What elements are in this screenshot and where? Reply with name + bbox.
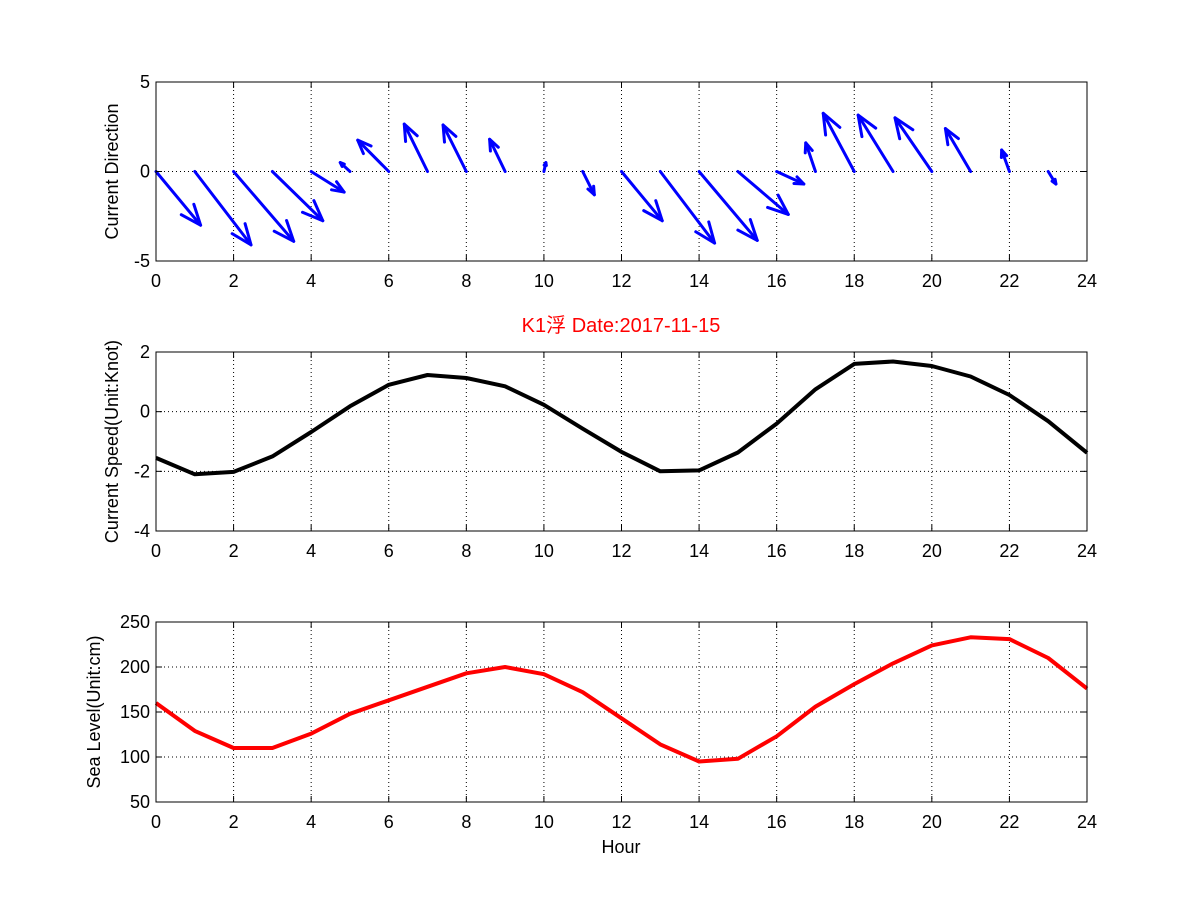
sea-xtick-label: 22 [999,812,1019,832]
direction-arrow [356,138,391,173]
direction-xtick-label: 14 [689,271,709,291]
speed-xtick-label: 16 [767,541,787,561]
speed-xtick-label: 12 [611,541,631,561]
direction-arrow [893,116,934,173]
sea-xtick-label: 20 [922,812,942,832]
x-axis-label: Hour [601,837,640,857]
direction-arrow [581,170,596,197]
sea-ytick-label: 150 [120,702,150,722]
sea-xtick-label: 14 [689,812,709,832]
sea-ytick-label: 250 [120,612,150,632]
direction-arrow [488,137,507,173]
direction-arrow [193,170,253,247]
direction-arrow [402,122,430,173]
sea-line-group [154,635,1089,764]
sea-ylabel: Sea Level(Unit:cm) [84,635,104,788]
direction-xtick-label: 6 [384,271,394,291]
direction-arrow [270,170,325,223]
direction-xtick-label: 24 [1077,271,1097,291]
direction-arrow [309,170,346,194]
sea-xtick-label: 12 [611,812,631,832]
direction-arrows [154,111,1058,247]
direction-arrow [803,141,817,173]
direction-arrow [232,170,296,243]
direction-arrow [154,170,203,227]
speed-ticks: 0 2 4 6 8 10 12 14 16 18 20 22 24-4-202 [134,342,1097,561]
direction-arrow [658,170,717,245]
sea-ytick-label: 50 [130,792,150,812]
direction-arrow [542,161,548,173]
speed-xtick-label: 14 [689,541,709,561]
speed-xtick-label: 8 [461,541,471,561]
sea-xtick-label: 10 [534,812,554,832]
sea-xtick-label: 2 [229,812,239,832]
direction-xtick-label: 4 [306,271,316,291]
sea-ytick-label: 100 [120,747,150,767]
direction-xtick-label: 16 [767,271,787,291]
direction-ticks: 0 2 4 6 8 10 12 14 16 18 20 22 24-505 [134,72,1097,291]
direction-arrow [620,170,664,223]
speed-xtick-label: 22 [999,541,1019,561]
direction-arrow [338,161,352,173]
speed-xtick-label: 4 [306,541,316,561]
direction-arrow [999,148,1011,173]
direction-arrow [697,170,759,242]
direction-xtick-label: 18 [844,271,864,291]
speed-xtick-label: 10 [534,541,554,561]
direction-arrow [1046,170,1058,186]
direction-arrow [775,170,806,186]
direction-xtick-label: 2 [229,271,239,291]
speed-xtick-label: 6 [384,541,394,561]
sea-xtick-label: 4 [306,812,316,832]
speed-xtick-label: 2 [229,541,239,561]
sea-xtick-label: 6 [384,812,394,832]
direction-ytick-label: -5 [134,251,150,271]
speed-line-group [155,359,1089,477]
direction-arrow [943,127,973,173]
sea-ytick-label: 200 [120,657,150,677]
sea-series-line [154,635,1089,764]
sea-xtick-label: 8 [461,812,471,832]
sea-xtick-label: 24 [1077,812,1097,832]
chart-title: K1浮 Date:2017-11-15 [522,314,721,337]
direction-ylabel: Current Direction [102,103,122,239]
current-direction-panel: 0 2 4 6 8 10 12 14 16 18 20 22 24-505 Current Direct… [102,72,1097,291]
speed-xtick-label: 18 [844,541,864,561]
speed-ytick-label: -4 [134,521,150,541]
direction-arrow [441,123,468,173]
speed-series-line [155,359,1089,477]
direction-ytick-label: 5 [140,72,150,92]
direction-arrow [856,113,895,173]
speed-ylabel: Current Speed(Unit:Knot) [102,340,122,543]
sea-xtick-label: 18 [844,812,864,832]
sea-xtick-label: 16 [767,812,787,832]
speed-ytick-label: 0 [140,402,150,422]
speed-ytick-label: -2 [134,461,150,481]
speed-ytick-label: 2 [140,342,150,362]
direction-ytick-label: 0 [140,162,150,182]
direction-xtick-label: 22 [999,271,1019,291]
speed-xtick-label: 0 [151,541,161,561]
direction-xtick-label: 8 [461,271,471,291]
direction-xtick-label: 12 [611,271,631,291]
direction-arrow [736,170,790,216]
direction-arrow [821,111,856,173]
speed-xtick-label: 24 [1077,541,1097,561]
sea-xtick-label: 0 [151,812,161,832]
current-speed-panel: 0 2 4 6 8 10 12 14 16 18 20 22 24-4-202 Current Spee… [102,340,1097,561]
direction-xtick-label: 0 [151,271,161,291]
direction-xtick-label: 20 [922,271,942,291]
direction-xtick-label: 10 [534,271,554,291]
speed-xtick-label: 20 [922,541,942,561]
